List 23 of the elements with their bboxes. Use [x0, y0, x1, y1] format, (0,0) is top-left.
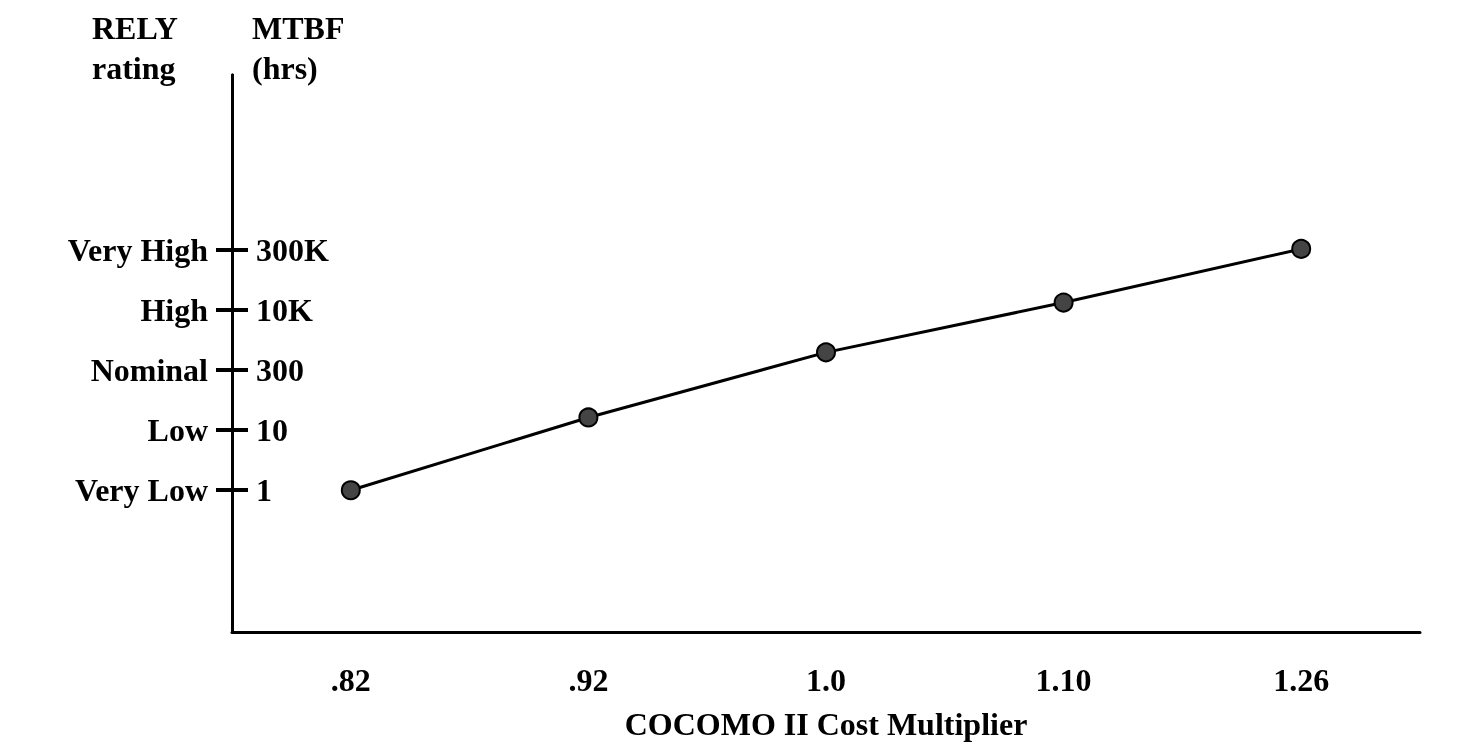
- x-tick-label: 1.0: [806, 662, 846, 698]
- x-axis-title: COCOMO II Cost Multiplier: [624, 706, 1028, 742]
- x-tick-label: 1.10: [1035, 662, 1092, 698]
- category-label: 300: [256, 351, 304, 388]
- x-tick-label: .82: [330, 662, 371, 698]
- category-label: High: [140, 291, 208, 328]
- text: RELY rating: [92, 10, 185, 86]
- text: MTBF (hrs): [252, 10, 352, 86]
- point: [1291, 238, 1312, 259]
- category-label: 1: [256, 471, 272, 508]
- category-label: Very High: [67, 231, 208, 268]
- point: [816, 342, 836, 363]
- category-label: Very Low: [74, 471, 208, 508]
- point: [340, 480, 361, 501]
- x-tick-label: .92: [568, 662, 609, 698]
- x-tick-label: 1.26: [1273, 662, 1330, 698]
- category-label: Low: [147, 411, 208, 448]
- category-label: Nominal: [90, 351, 208, 388]
- category-label: 300K: [256, 231, 329, 268]
- point: [1053, 292, 1074, 313]
- point: [578, 407, 599, 428]
- category-label: 10K: [256, 291, 313, 328]
- category-label: 10: [256, 411, 288, 448]
